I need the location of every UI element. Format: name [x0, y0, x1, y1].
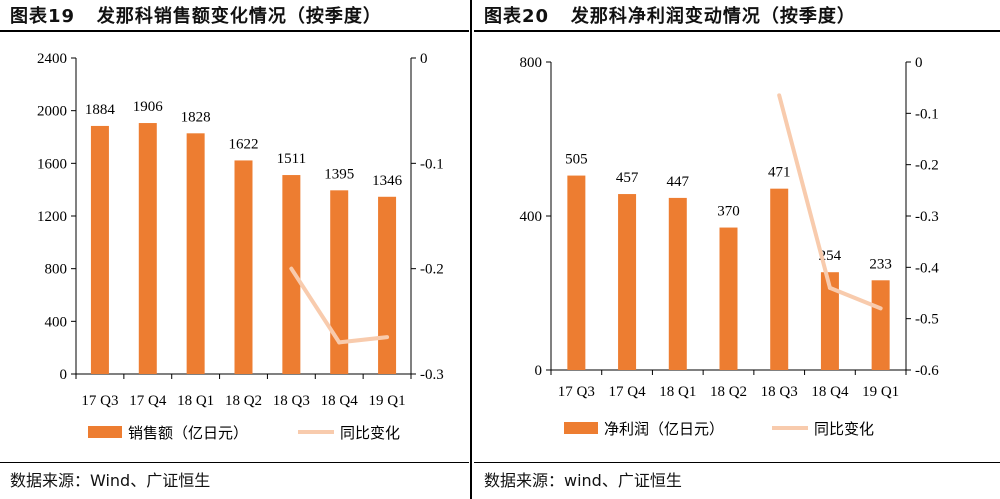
- category-label: 17 Q4: [609, 384, 647, 400]
- left-tick-label: 1200: [37, 209, 67, 225]
- category-label: 19 Q1: [862, 384, 899, 400]
- right-tick-label: -0.3: [420, 367, 444, 383]
- chart-number: 图表19: [10, 6, 76, 27]
- bar-data-label: 233: [869, 256, 892, 272]
- bar-data-label: 1346: [372, 173, 403, 189]
- bar-data-label: 1511: [277, 151, 306, 167]
- right-tick-label: -0.4: [915, 260, 939, 276]
- legend-bar-swatch: [88, 426, 122, 438]
- bar: [186, 133, 205, 374]
- bar: [668, 197, 687, 370]
- left-tick-label: 0: [60, 367, 68, 383]
- bar-data-label: 1395: [324, 166, 354, 182]
- category-label: 18 Q2: [710, 384, 747, 400]
- category-label: 18 Q4: [321, 393, 359, 409]
- line-segment: [289, 266, 342, 345]
- right-tick-label: -0.5: [915, 312, 939, 328]
- bar: [567, 175, 586, 370]
- right-tick-label: 0: [915, 55, 923, 71]
- category-label: 18 Q3: [273, 393, 310, 409]
- category-label: 17 Q3: [558, 384, 595, 400]
- chart-title-text: 发那科净利润变动情况（按季度）: [570, 6, 856, 27]
- category-label: 18 Q1: [177, 393, 214, 409]
- right-tick-label: -0.6: [915, 363, 939, 379]
- line-segment: [777, 93, 832, 290]
- left-tick-label: 0: [535, 363, 543, 379]
- left-tick-label: 400: [45, 314, 68, 330]
- chart-title-text: 发那科销售额变化情况（按季度）: [96, 6, 382, 27]
- chart-number: 图表20: [484, 6, 550, 27]
- line-segment: [337, 335, 390, 345]
- panel-divider: [470, 0, 472, 499]
- line-segment: [827, 285, 883, 311]
- category-label: 17 Q4: [129, 393, 167, 409]
- left-tick-label: 2400: [37, 51, 67, 67]
- source-rule: [0, 462, 469, 463]
- sales-chart: 0 400 800 1200 1600 2000 2400 0 -0.1 -0.2 -0.3 17 Q…: [37, 51, 444, 442]
- legend-bar-swatch: [564, 422, 598, 434]
- bar-data-label: 1884: [85, 102, 116, 118]
- bar-data-label: 457: [616, 170, 639, 186]
- left-tick-label: 800: [520, 55, 543, 71]
- left-tick-label: 1600: [37, 156, 67, 172]
- legend-line-label: 同比变化: [814, 420, 874, 438]
- bar: [282, 175, 301, 374]
- right-tick-label: -0.1: [915, 106, 939, 122]
- bar-data-label: 1622: [229, 136, 259, 152]
- bar-data-label: 505: [565, 152, 588, 168]
- right-tick-label: -0.2: [420, 262, 444, 278]
- profit-chart: 0 400 800 0 -0.1 -0.2 -0.3 -0.4 -0.5 -0.6 17 Q3 17 …: [520, 55, 940, 438]
- bar: [234, 160, 253, 374]
- bar: [378, 196, 397, 374]
- chart-title: 图表20 发那科净利润变动情况（按季度）: [484, 2, 856, 28]
- category-label: 18 Q2: [225, 393, 262, 409]
- chart-panel-sales: 图表19 发那科销售额变化情况（按季度） 0 400 800 1200 1600 2000…: [0, 0, 469, 499]
- bar: [618, 194, 637, 370]
- bar: [138, 123, 157, 374]
- bar: [719, 227, 738, 370]
- bar: [330, 190, 349, 374]
- category-label: 18 Q4: [811, 384, 849, 400]
- left-tick-label: 2000: [37, 104, 67, 120]
- legend-bar-label: 净利润（亿日元）: [604, 420, 724, 438]
- bar-data-label: 1828: [181, 109, 211, 125]
- left-tick-label: 800: [45, 262, 68, 278]
- bar: [820, 272, 839, 370]
- bar-data-label: 370: [717, 204, 740, 220]
- source-note: 数据来源：Wind、广证恒生: [10, 471, 211, 490]
- legend-bar-label: 销售额（亿日元）: [128, 424, 248, 442]
- right-tick-label: -0.3: [915, 209, 939, 225]
- right-tick-label: -0.1: [420, 156, 444, 172]
- bar: [871, 280, 890, 370]
- left-tick-label: 400: [520, 209, 543, 225]
- title-rule: [0, 30, 469, 32]
- title-rule: [474, 30, 1000, 32]
- category-label: 19 Q1: [369, 393, 406, 409]
- source-note: 数据来源：wind、广证恒生: [484, 471, 682, 490]
- right-tick-label: -0.2: [915, 158, 939, 174]
- category-label: 18 Q1: [659, 384, 696, 400]
- chart-title: 图表19 发那科销售额变化情况（按季度）: [10, 2, 382, 28]
- category-label: 18 Q3: [761, 384, 798, 400]
- bar: [770, 188, 789, 370]
- bar: [90, 125, 109, 374]
- category-label: 17 Q3: [81, 393, 118, 409]
- right-tick-label: 0: [420, 51, 428, 67]
- chart-panel-profit: 图表20 发那科净利润变动情况（按季度） 0 400 800 0 -0.1 -0.2 -0.…: [474, 0, 1000, 499]
- source-rule: [474, 462, 1000, 463]
- bar-data-label: 1906: [133, 99, 164, 115]
- bar-data-label: 447: [667, 174, 690, 190]
- legend-line-label: 同比变化: [340, 424, 400, 442]
- bar-data-label: 471: [768, 165, 791, 181]
